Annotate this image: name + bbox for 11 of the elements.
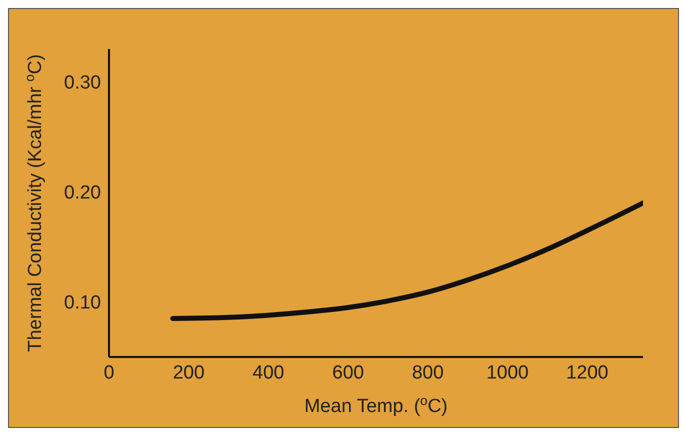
x-axis-title: Mean Temp. ($^{o}$C) bbox=[304, 392, 448, 417]
x-tick-label: 0 bbox=[104, 362, 114, 384]
x-tick-label: 1200 bbox=[566, 362, 608, 384]
y-tick-label: 0.20 bbox=[64, 182, 101, 204]
y-tick-label: 0.10 bbox=[64, 292, 101, 314]
x-tick-label: 400 bbox=[252, 362, 284, 384]
x-tick-label: 200 bbox=[172, 362, 205, 384]
x-tick-label: 600 bbox=[332, 362, 364, 384]
y-tick-label: 0.30 bbox=[64, 72, 101, 94]
x-tick-label: 800 bbox=[412, 362, 444, 384]
x-tick-label: 1000 bbox=[486, 362, 529, 384]
